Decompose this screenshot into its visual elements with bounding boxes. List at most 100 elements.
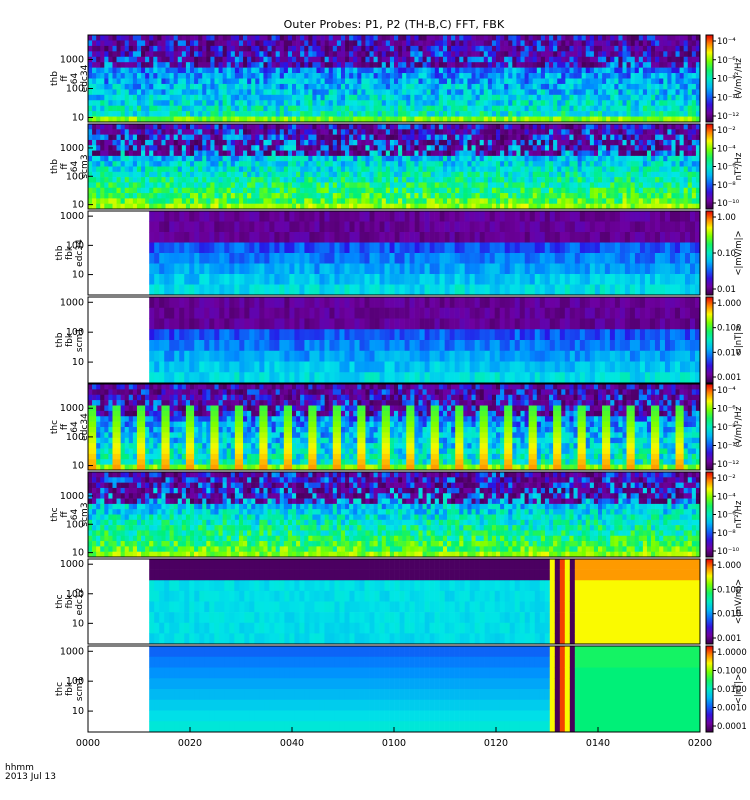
heatmap-cell bbox=[581, 161, 587, 167]
heatmap-cell bbox=[573, 83, 578, 90]
heatmap-cell bbox=[646, 171, 652, 178]
heatmap-cell bbox=[279, 67, 285, 74]
heatmap-cell bbox=[308, 187, 313, 194]
heatmap-cell bbox=[230, 198, 236, 204]
heatmap-cell bbox=[120, 145, 126, 151]
heatmap-cell bbox=[304, 62, 309, 68]
heatmap-cell bbox=[234, 56, 240, 63]
heatmap-cell bbox=[141, 56, 146, 63]
heatmap-cell bbox=[679, 203, 684, 210]
heatmap-cell bbox=[544, 73, 550, 79]
heatmap-cell bbox=[165, 187, 170, 194]
heatmap-cell bbox=[557, 111, 562, 117]
heatmap-cell bbox=[206, 35, 211, 41]
heatmap-cell bbox=[92, 56, 97, 63]
heatmap-cell bbox=[638, 177, 644, 183]
heatmap-cell bbox=[475, 78, 480, 85]
heatmap-cell bbox=[206, 155, 211, 162]
heatmap-cell bbox=[345, 83, 350, 90]
heatmap-cell bbox=[159, 221, 165, 233]
heatmap-cell bbox=[116, 105, 121, 112]
heatmap-cell bbox=[402, 177, 407, 183]
heatmap-cell bbox=[153, 139, 158, 146]
heatmap-cell bbox=[585, 124, 591, 130]
heatmap-cell bbox=[271, 100, 276, 106]
heatmap-cell bbox=[185, 124, 191, 130]
heatmap-cell bbox=[271, 45, 276, 52]
heatmap-cell bbox=[226, 155, 232, 162]
heatmap-cell bbox=[630, 73, 636, 79]
heatmap-cell bbox=[349, 129, 354, 135]
heatmap-cell bbox=[345, 150, 350, 157]
heatmap-cell bbox=[165, 73, 170, 79]
heatmap-cell bbox=[332, 94, 338, 101]
heatmap-cell bbox=[222, 62, 228, 68]
heatmap-cell bbox=[300, 150, 305, 157]
heatmap-cell bbox=[671, 83, 676, 90]
heatmap-cell bbox=[287, 45, 293, 52]
heatmap-cell bbox=[634, 198, 640, 204]
heatmap-cell bbox=[230, 177, 236, 183]
heatmap-cell bbox=[610, 134, 615, 141]
heatmap-cell bbox=[651, 116, 656, 123]
heatmap-cell bbox=[422, 177, 427, 183]
heatmap-cell bbox=[157, 105, 162, 112]
heatmap-cell bbox=[275, 62, 281, 68]
heatmap-cell bbox=[226, 51, 232, 58]
heatmap-cell bbox=[679, 78, 684, 85]
heatmap-cell bbox=[687, 166, 693, 173]
heatmap-cell bbox=[536, 78, 542, 85]
heatmap-cell bbox=[287, 116, 293, 123]
heatmap-cell bbox=[487, 177, 493, 183]
heatmap-cell bbox=[263, 145, 268, 151]
heatmap-cell bbox=[328, 161, 334, 167]
heatmap-cell bbox=[287, 73, 293, 79]
heatmap-cell bbox=[328, 150, 334, 157]
heatmap-cell bbox=[292, 100, 297, 106]
heatmap-cell bbox=[659, 193, 664, 199]
heatmap-cell bbox=[210, 187, 215, 194]
heatmap-cell bbox=[377, 94, 383, 101]
heatmap-cell bbox=[671, 94, 676, 101]
heatmap-cell bbox=[679, 166, 684, 173]
heatmap-cell bbox=[153, 129, 158, 135]
heatmap-cell bbox=[389, 134, 395, 141]
heatmap-cell bbox=[622, 139, 627, 146]
heatmap-cell bbox=[691, 150, 697, 157]
heatmap-cell bbox=[304, 203, 309, 210]
heatmap-cell bbox=[655, 78, 660, 85]
heatmap-cell bbox=[569, 203, 574, 210]
heatmap-cell bbox=[475, 100, 480, 106]
heatmap-cell bbox=[504, 145, 509, 151]
heatmap-cell bbox=[357, 62, 362, 68]
heatmap-cell bbox=[565, 129, 570, 135]
heatmap-cell bbox=[406, 171, 411, 178]
heatmap-cell bbox=[691, 67, 697, 74]
heatmap-cell bbox=[434, 182, 440, 189]
heatmap-cell bbox=[471, 171, 476, 178]
heatmap-cell bbox=[634, 129, 640, 135]
heatmap-cell bbox=[226, 198, 232, 204]
heatmap-cell bbox=[336, 139, 342, 146]
heatmap-cell bbox=[251, 45, 256, 52]
heatmap-cell bbox=[194, 40, 199, 47]
heatmap-cell bbox=[557, 116, 562, 123]
heatmap-cell bbox=[157, 129, 162, 135]
heatmap-cell bbox=[112, 116, 117, 123]
heatmap-cell bbox=[569, 193, 574, 199]
heatmap-cell bbox=[683, 198, 689, 204]
heatmap-cell bbox=[283, 198, 289, 204]
heatmap-cell bbox=[190, 35, 195, 41]
heatmap-cell bbox=[336, 124, 342, 130]
heatmap-cell bbox=[549, 67, 554, 74]
heatmap-cell bbox=[349, 89, 354, 96]
heatmap-cell bbox=[577, 161, 582, 167]
heatmap-cell bbox=[153, 73, 158, 79]
heatmap-cell bbox=[471, 150, 476, 157]
heatmap-cell bbox=[251, 51, 256, 58]
heatmap-cell bbox=[671, 67, 676, 74]
heatmap-cell bbox=[255, 150, 260, 157]
heatmap-cell bbox=[361, 198, 366, 204]
heatmap-cell bbox=[365, 145, 370, 151]
heatmap-cell bbox=[610, 62, 615, 68]
